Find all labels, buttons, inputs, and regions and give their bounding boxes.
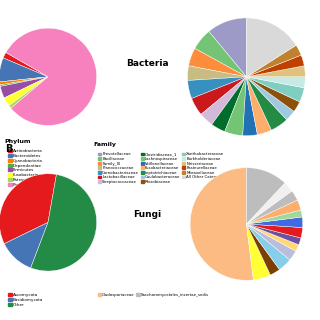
Text: Fungi: Fungi <box>133 210 161 219</box>
Legend: Cladosporiaceae, Saccharomycetales_incertae_sedis: Cladosporiaceae, Saccharomycetales_incer… <box>98 293 209 297</box>
Wedge shape <box>9 77 48 108</box>
Wedge shape <box>246 183 292 224</box>
Wedge shape <box>246 66 305 77</box>
Legend: Prevotellaceae, Bacillaceae, Family_XI, Planococcaceae, Carnobacteriaceae, Lacto: Prevotellaceae, Bacillaceae, Family_XI, … <box>98 152 226 184</box>
Text: Bacteria: Bacteria <box>126 60 169 68</box>
Wedge shape <box>246 217 303 228</box>
Wedge shape <box>246 224 290 269</box>
Wedge shape <box>246 224 303 238</box>
Wedge shape <box>201 77 246 124</box>
Wedge shape <box>212 77 246 132</box>
Wedge shape <box>3 52 48 77</box>
Wedge shape <box>31 174 97 271</box>
Wedge shape <box>4 222 48 268</box>
Wedge shape <box>246 168 285 224</box>
Wedge shape <box>4 77 48 106</box>
Wedge shape <box>246 210 302 224</box>
Legend: Actinobacteria, Bacteroidetes, Cyanobacteria, Dependentiae, Firmicutes, Fusobact: Actinobacteria, Bacteroidetes, Cyanobact… <box>9 149 44 187</box>
Wedge shape <box>246 77 300 111</box>
Wedge shape <box>243 77 257 136</box>
Wedge shape <box>0 77 48 85</box>
Wedge shape <box>0 58 48 82</box>
Wedge shape <box>246 77 304 102</box>
Legend: Ascomycota, Basidiomycota, Other: Ascomycota, Basidiomycota, Other <box>9 293 44 307</box>
Wedge shape <box>246 224 279 275</box>
Wedge shape <box>0 174 56 244</box>
Wedge shape <box>246 77 287 130</box>
Wedge shape <box>246 224 301 245</box>
Wedge shape <box>6 28 97 125</box>
Wedge shape <box>225 77 246 136</box>
Wedge shape <box>190 168 253 280</box>
Text: Phylum: Phylum <box>4 139 31 144</box>
Wedge shape <box>246 191 297 224</box>
Wedge shape <box>188 66 246 81</box>
Wedge shape <box>209 18 246 77</box>
Wedge shape <box>246 224 299 251</box>
Wedge shape <box>246 224 270 280</box>
Wedge shape <box>246 45 301 77</box>
Wedge shape <box>246 55 304 77</box>
Wedge shape <box>246 77 305 88</box>
Wedge shape <box>246 200 301 224</box>
Text: B: B <box>5 144 12 154</box>
Wedge shape <box>0 77 48 98</box>
Wedge shape <box>192 77 246 114</box>
Wedge shape <box>188 48 246 77</box>
Wedge shape <box>246 224 296 260</box>
Wedge shape <box>195 31 246 77</box>
Wedge shape <box>246 18 296 77</box>
Wedge shape <box>246 77 294 120</box>
Wedge shape <box>246 77 271 135</box>
Wedge shape <box>0 77 48 86</box>
Text: Family: Family <box>94 142 117 147</box>
Wedge shape <box>188 77 246 99</box>
